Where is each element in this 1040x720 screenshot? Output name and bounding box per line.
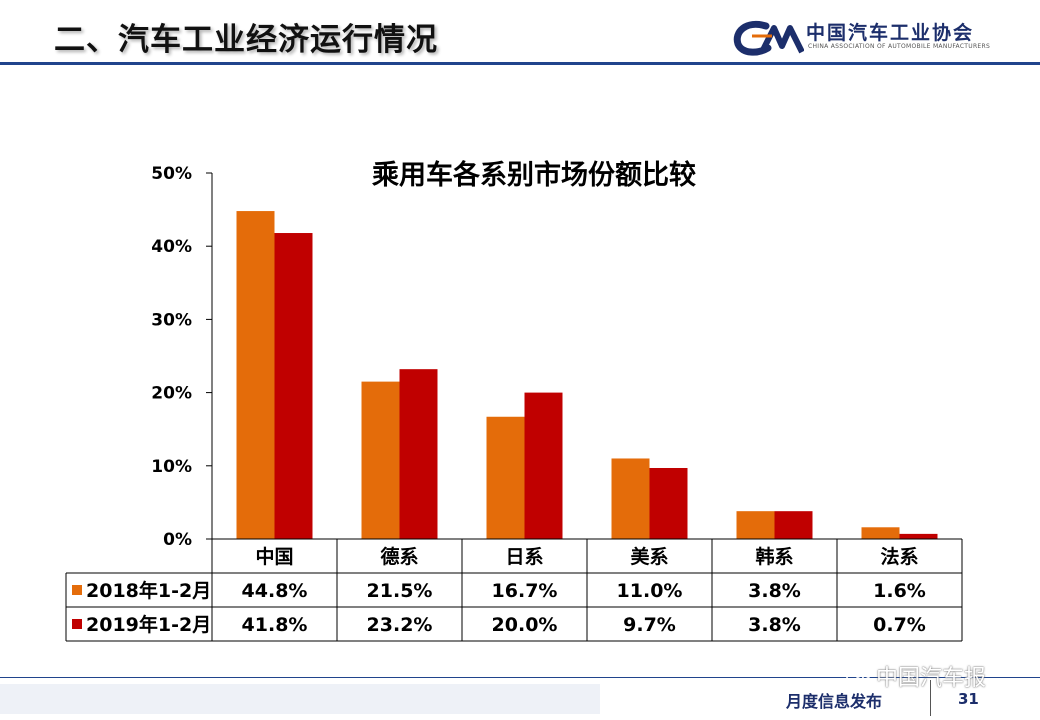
bar-1-4 (611, 458, 650, 539)
data-label: 21.5% (367, 580, 433, 602)
data-label: 16.7% (492, 580, 558, 602)
legend-label: 2018年1-2月 (86, 579, 211, 602)
data-label: 11.0% (617, 580, 683, 602)
logo-subtitle: CHINA ASSOCIATION OF AUTOMOBILE MANUFACT… (808, 43, 991, 50)
data-label: 1.6% (873, 580, 926, 602)
bar-1-2 (361, 381, 400, 539)
bar-1-5 (736, 511, 775, 539)
chart-title: 乘用车各系别市场份额比较 (371, 159, 696, 191)
bar-2-4 (649, 467, 688, 539)
watermark: 中国汽车报 (846, 660, 986, 692)
wechat-icon (846, 670, 871, 688)
bar-2-3 (524, 392, 563, 539)
category-label: 日系 (505, 546, 543, 568)
legend-label: 2019年1-2月 (86, 613, 211, 636)
legend-swatch (72, 585, 82, 595)
y-tick-label: 40% (151, 237, 192, 257)
bar-2-1 (274, 233, 313, 540)
category-label: 德系 (380, 545, 418, 568)
caam-logo-mark (733, 21, 804, 56)
y-axis: 0% 10% 20% 30% 40% 50% (151, 164, 213, 550)
data-label: 44.8% (242, 580, 308, 602)
y-tick-label: 30% (151, 310, 192, 330)
data-label: 20.0% (492, 614, 558, 636)
bar-2-2 (399, 369, 438, 539)
footer-band (0, 684, 600, 714)
footer-rule (0, 677, 1040, 678)
y-tick-label: 20% (151, 384, 192, 404)
page-number: 31 (958, 690, 979, 708)
y-tick-label: 10% (151, 457, 192, 477)
footer-divider (930, 680, 931, 716)
category-label: 韩系 (755, 545, 793, 568)
caam-logo: 中国汽车工业协会 CHINA ASSOCIATION OF AUTOMOBILE… (728, 18, 1028, 58)
y-tick-label: 0% (163, 530, 192, 550)
watermark-text: 中国汽车报 (876, 666, 987, 691)
logo-name: 中国汽车工业协会 (806, 22, 975, 44)
bar-1-6 (861, 527, 900, 539)
data-label: 41.8% (242, 614, 308, 636)
category-label: 法系 (880, 545, 918, 568)
category-label: 中国 (255, 545, 293, 568)
data-label: 9.7% (623, 614, 676, 636)
data-label: 3.8% (748, 580, 801, 602)
y-tick-label: 50% (151, 164, 192, 184)
bar-1-1 (236, 211, 275, 539)
data-label: 3.8% (748, 614, 801, 636)
slide-title: 二、汽车工业经济运行情况 (54, 22, 438, 58)
bar-1-3 (486, 416, 525, 539)
header-rule (0, 62, 1040, 65)
legend-swatch (72, 619, 82, 629)
data-label: 23.2% (367, 614, 433, 636)
footer-label: 月度信息发布 (786, 692, 883, 711)
bar-2-6 (899, 533, 938, 539)
bars (236, 211, 938, 540)
bar-2-5 (774, 511, 813, 539)
data-table: 中国 德系 日系 美系 韩系 法系 2018年1-2月 44.8% 21.5% 16.7% 11.0… (65, 538, 963, 642)
data-label: 0.7% (873, 614, 926, 636)
category-label: 美系 (630, 545, 668, 568)
